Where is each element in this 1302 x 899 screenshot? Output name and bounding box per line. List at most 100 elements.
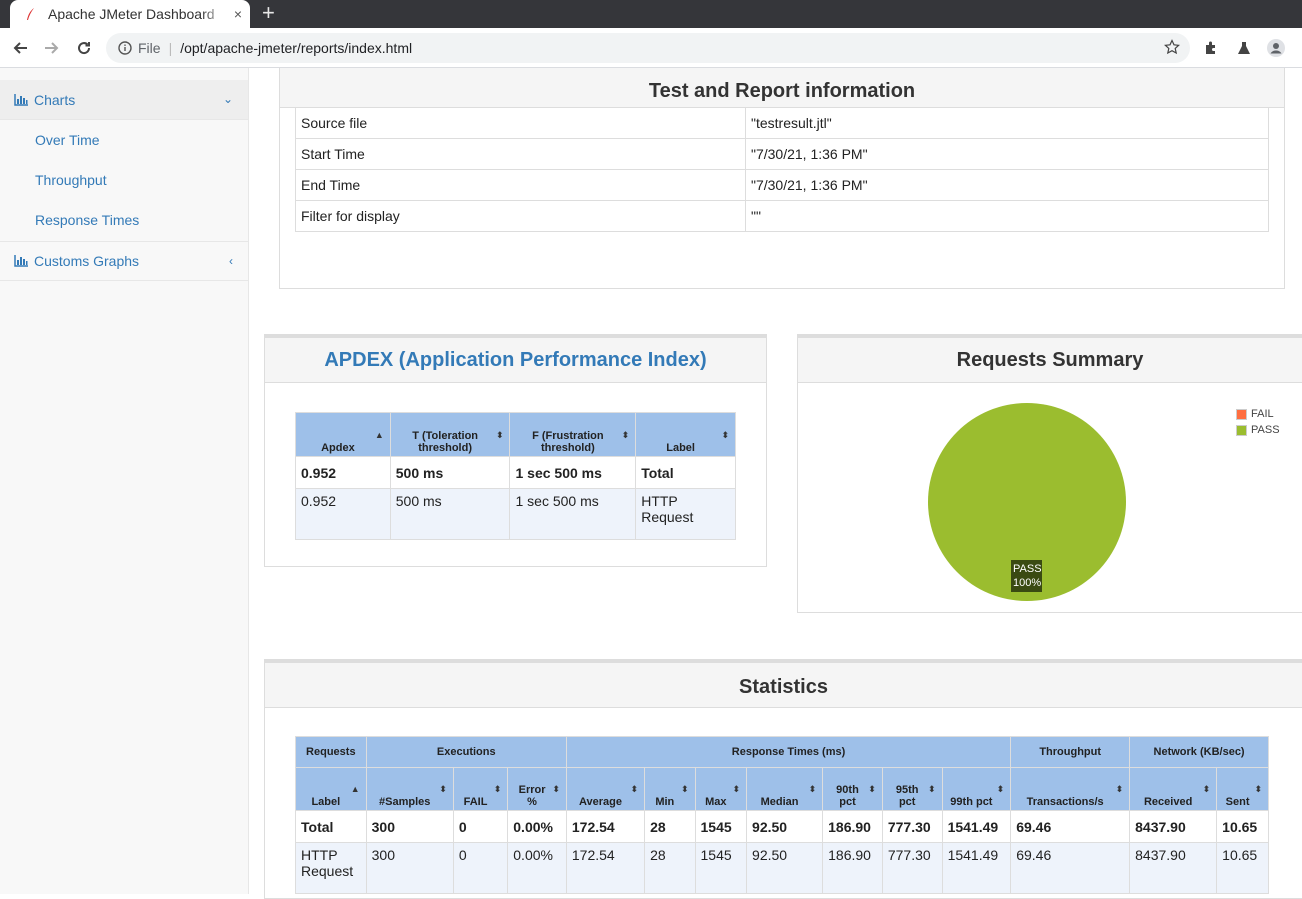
table-cell: 0.952 (295, 456, 391, 489)
stats-column-label: FAIL (463, 796, 488, 808)
stats-column-header[interactable]: 99th pct ⬍ (941, 767, 1012, 811)
sort-icon: ⬍ (1115, 784, 1124, 794)
stats-column-header[interactable]: Sent ⬍ (1216, 767, 1269, 811)
url-separator: | (168, 40, 173, 56)
pie-slice-percent: 100% (1013, 577, 1042, 589)
table-cell: 10.65 (1216, 810, 1269, 843)
table-cell: 186.90 (822, 842, 883, 894)
apdex-table: Apdex ▲ T (Toleration threshold) ⬍ F (Frustr… (295, 412, 736, 540)
stats-column-header[interactable]: 90th pct ⬍ (822, 767, 883, 811)
sort-icon: ⬍ (1254, 784, 1262, 794)
stats-column-label: Label (311, 796, 341, 808)
table-cell: 1545 (694, 842, 748, 894)
apdex-header-label: Apdex (321, 442, 355, 454)
table-cell: 8437.90 (1129, 842, 1218, 894)
info-key: Start Time (295, 138, 746, 170)
sidebar: Charts ⌄ Over Time Throughput Response T… (0, 68, 249, 894)
stats-column-header[interactable]: Error % ⬍ (507, 767, 567, 811)
stats-column-header[interactable]: Max ⬍ (694, 767, 748, 811)
browser-toolbar: File | /opt/apache-jmeter/reports/index.… (0, 28, 1302, 68)
table-cell: 1545 (694, 810, 748, 843)
labs-button[interactable] (1234, 38, 1254, 58)
stats-column-header[interactable]: Received ⬍ (1129, 767, 1218, 811)
requests-pie-chart (928, 403, 1126, 601)
apdex-header-1[interactable]: T (Toleration threshold) ⬍ (389, 412, 511, 457)
tab-title: Apache JMeter Dashboard (48, 6, 215, 22)
apdex-header-label: T (Toleration threshold) (412, 430, 479, 454)
apdex-header-3[interactable]: Label ⬍ (635, 412, 736, 457)
legend-fail-swatch (1236, 408, 1247, 420)
apdex-header-2[interactable]: F (Frustration threshold) ⬍ (509, 412, 637, 457)
legend-fail[interactable]: FAIL (1236, 408, 1274, 420)
table-cell: 92.50 (746, 842, 824, 894)
sort-icon: ⬍ (495, 429, 504, 440)
profile-button[interactable] (1266, 38, 1286, 58)
table-cell: 1541.49 (941, 810, 1012, 843)
table-cell: 172.54 (565, 842, 646, 894)
sort-asc-icon: ▲ (374, 429, 384, 440)
new-tab-button[interactable]: + (262, 0, 275, 25)
info-row: Start Time "7/30/21, 1:36 PM" (295, 138, 1269, 170)
bookmark-star-icon[interactable] (1164, 39, 1180, 55)
info-key: End Time (295, 169, 746, 201)
stats-column-header[interactable]: #Samples ⬍ (365, 767, 454, 811)
table-cell: 500 ms (389, 488, 511, 540)
url-scheme: File (138, 40, 161, 56)
pie-slice-pass[interactable] (928, 403, 1126, 601)
reload-icon (78, 42, 91, 55)
stats-column-header[interactable]: Transactions/s ⬍ (1010, 767, 1131, 811)
back-button[interactable] (10, 38, 30, 58)
stats-column-header[interactable]: FAIL ⬍ (452, 767, 509, 811)
legend-pass-swatch (1236, 424, 1247, 436)
arrow-right-icon (45, 42, 59, 54)
test-info-panel: Test and Report information Source file "… (279, 68, 1285, 289)
browser-tab-bar: Apache JMeter Dashboard × + (0, 0, 1302, 28)
stats-group-header: Response Times (ms) (565, 736, 1012, 768)
extensions-button[interactable] (1202, 38, 1222, 58)
table-cell: 500 ms (389, 456, 511, 489)
close-tab-icon[interactable]: × (233, 6, 242, 22)
apdex-header-label: F (Frustration threshold) (532, 430, 604, 454)
stats-column-header[interactable]: 95th pct ⬍ (881, 767, 943, 811)
table-cell: 69.46 (1010, 842, 1131, 894)
bar-chart-icon (14, 255, 28, 267)
reload-button[interactable] (74, 38, 94, 58)
sort-icon: ⬍ (439, 784, 447, 794)
sort-icon: ⬍ (996, 784, 1005, 794)
stats-group-header: Requests (295, 736, 367, 768)
sort-icon: ⬍ (732, 784, 741, 794)
sidebar-item-customs-graphs[interactable]: Customs Graphs ‹ (0, 241, 248, 281)
stats-column-header[interactable]: Median ⬍ (746, 767, 824, 811)
stats-column-label: #Samples (379, 796, 431, 808)
stats-column-header[interactable]: Label ▲ (295, 767, 367, 811)
forward-button[interactable] (42, 38, 62, 58)
flask-icon (1238, 42, 1250, 54)
stats-column-header[interactable]: Average ⬍ (565, 767, 646, 811)
table-cell: 92.50 (746, 810, 824, 843)
table-cell: HTTP Request (295, 842, 367, 894)
stats-column-label: Median (760, 796, 799, 808)
sort-icon: ⬍ (868, 784, 876, 794)
stats-column-label: 95th pct (895, 784, 919, 808)
table-cell: 1 sec 500 ms (509, 488, 637, 540)
info-value: "7/30/21, 1:36 PM" (745, 169, 1269, 201)
table-cell: 777.30 (881, 842, 943, 894)
sidebar-item-charts[interactable]: Charts ⌄ (0, 80, 248, 120)
address-bar[interactable]: File | /opt/apache-jmeter/reports/index.… (106, 33, 1190, 63)
table-cell: 0 (452, 842, 509, 894)
browser-tab[interactable]: Apache JMeter Dashboard × (10, 0, 250, 28)
sort-icon: ⬍ (552, 784, 560, 794)
sort-icon: ⬍ (493, 784, 502, 794)
requests-summary-title: Requests Summary (798, 338, 1302, 383)
sort-icon: ⬍ (721, 429, 729, 440)
sidebar-item-over-time[interactable]: Over Time (35, 132, 100, 148)
apdex-header-0[interactable]: Apdex ▲ (295, 412, 391, 457)
stats-column-label: 99th pct (950, 796, 993, 808)
test-info-title: Test and Report information (280, 68, 1284, 108)
table-cell: 300 (365, 810, 454, 843)
legend-pass[interactable]: PASS (1236, 424, 1280, 436)
sidebar-item-response-times[interactable]: Response Times (35, 212, 140, 228)
sidebar-item-throughput[interactable]: Throughput (35, 172, 107, 188)
stats-column-header[interactable]: Min ⬍ (644, 767, 696, 811)
puzzle-icon (1206, 41, 1215, 54)
